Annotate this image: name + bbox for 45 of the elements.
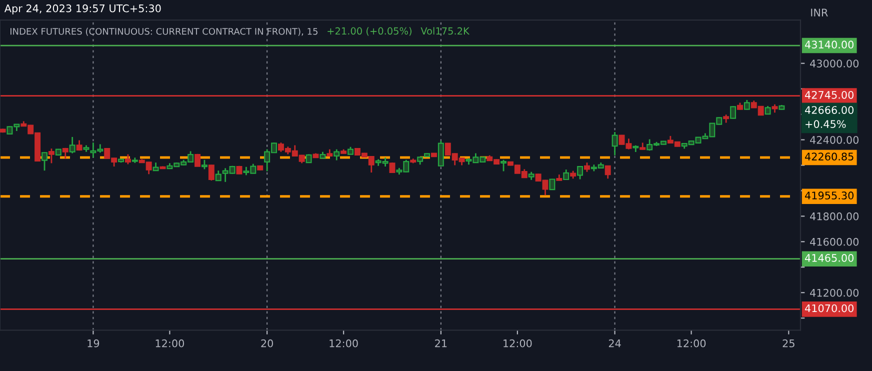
candlestick [124, 154, 131, 165]
candlestick [194, 153, 201, 168]
y-tick-label: 43000.00 [810, 60, 859, 68]
y-tick-label: 42400.00 [810, 136, 859, 144]
x-tick-label: 24 [608, 339, 621, 348]
x-tick-label: 25 [782, 339, 794, 348]
text: 42666.00 +0.45% [805, 106, 854, 128]
candlestick [730, 105, 736, 120]
candlestick [69, 136, 76, 154]
x-tick-label: 12:00 [677, 339, 706, 348]
ref-line-label: 42260.85 [805, 152, 854, 161]
text: Apr 24, 2023 19:57 UTC+5:30 [4, 4, 161, 14]
candlestick [584, 162, 590, 173]
candlestick [604, 164, 611, 180]
candlestick [334, 148, 340, 161]
candlestick [500, 159, 507, 172]
ref-line-label: 41070.00 [805, 304, 854, 312]
candlestick [612, 131, 618, 156]
ref-line-label: 41955.30 [805, 192, 854, 200]
annotation: +21.00 (+0.05%) [328, 27, 412, 36]
text: INDEX FUTURES (CONTINUOUS: CURRENT CONTRACT IN FRONT), 15 [10, 28, 318, 36]
candlestick [389, 162, 396, 174]
y-axis-title: INR [811, 8, 828, 16]
candlestick [549, 178, 556, 191]
x-tick-label: 20 [261, 339, 273, 348]
ref-line-label: 43140.00 [805, 40, 854, 49]
annotation: Vol175.2K [420, 27, 470, 35]
candlestick [577, 165, 584, 180]
candlestick [744, 99, 750, 110]
x-tick-label: 19 [88, 339, 100, 348]
candlestick [208, 164, 214, 182]
ref-line-label: 41465.00 [805, 254, 854, 262]
candlestick [48, 148, 54, 164]
y-tick-label: 41200.00 [810, 288, 859, 297]
x-tick-label: 21 [435, 339, 447, 348]
candlestick [563, 168, 570, 181]
ref-line-label: 42745.00 [805, 90, 854, 99]
x-tick-label: 12:00 [330, 339, 358, 348]
candlestick [438, 140, 444, 168]
x-tick-label: 12:00 [504, 339, 532, 348]
candlestick [42, 152, 48, 172]
y-tick-label: 41800.00 [810, 212, 859, 220]
y-tick-label: 41600.00 [810, 238, 859, 246]
x-tick-label: 12:00 [156, 339, 184, 348]
candlestick [201, 159, 208, 170]
